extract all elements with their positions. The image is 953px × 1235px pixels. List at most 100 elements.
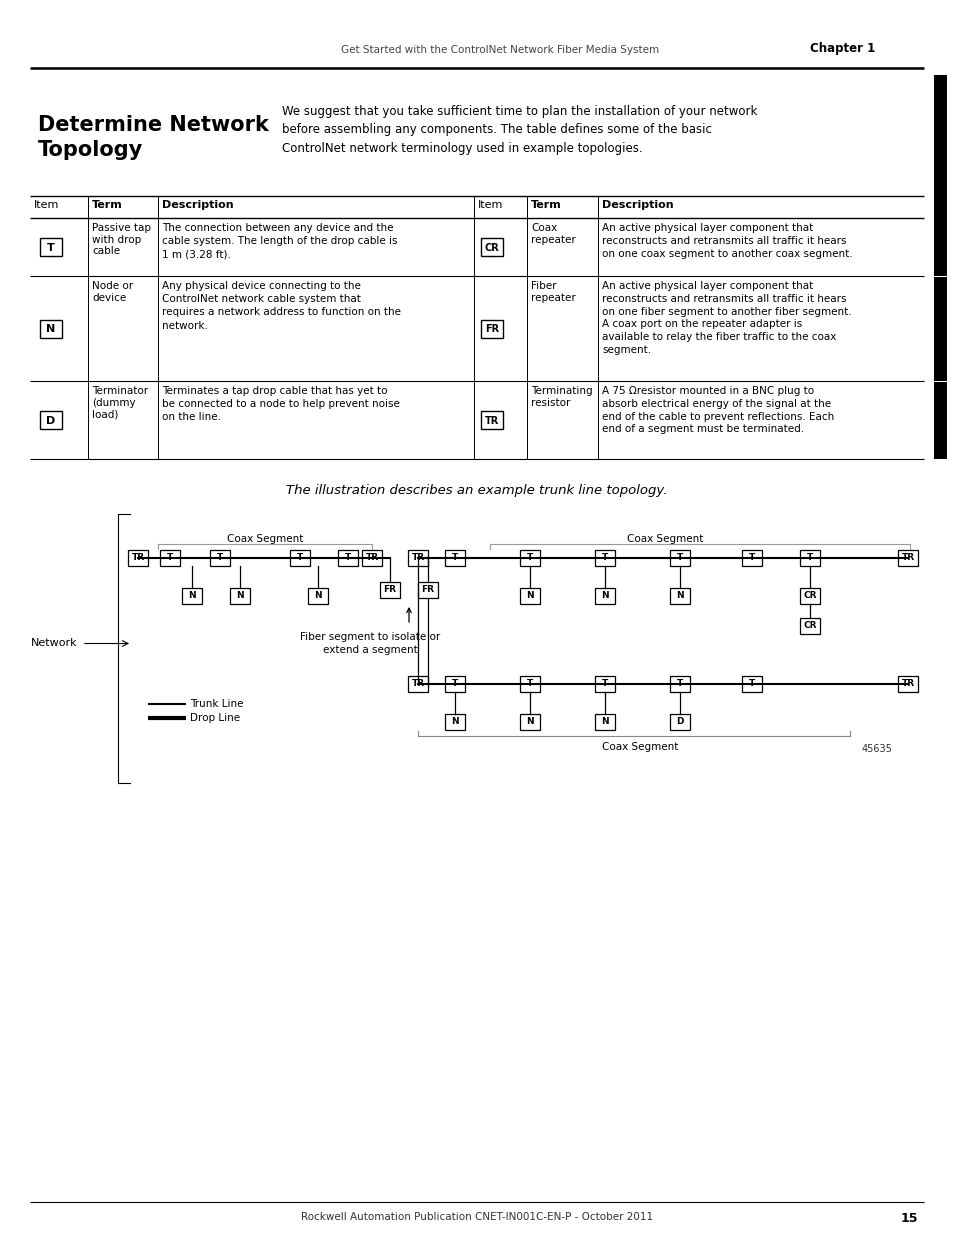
Text: D: D — [47, 416, 55, 426]
Bar — [595, 714, 615, 730]
Text: N: N — [47, 325, 55, 335]
Text: FR: FR — [484, 325, 498, 335]
Text: Item: Item — [34, 200, 59, 210]
Text: Coax Segment: Coax Segment — [601, 742, 678, 752]
Text: N: N — [600, 718, 608, 726]
Bar — [669, 714, 689, 730]
Bar — [595, 550, 615, 566]
Text: Description: Description — [162, 200, 233, 210]
Text: TR: TR — [411, 679, 424, 688]
Bar — [800, 588, 820, 604]
Text: Trunk Line: Trunk Line — [190, 699, 243, 709]
Bar — [40, 411, 62, 429]
Text: TR: TR — [901, 553, 914, 562]
Bar — [210, 550, 230, 566]
Bar — [444, 550, 464, 566]
Text: T: T — [748, 553, 755, 562]
Text: T: T — [748, 679, 755, 688]
Text: D: D — [676, 718, 683, 726]
Bar — [741, 550, 761, 566]
Text: Terminator
(dummy
load): Terminator (dummy load) — [91, 387, 148, 419]
Text: T: T — [452, 679, 457, 688]
Bar — [408, 676, 428, 692]
Bar — [800, 550, 820, 566]
Text: Rockwell Automation Publication CNET-IN001C-EN-P - October 2011: Rockwell Automation Publication CNET-IN0… — [300, 1212, 653, 1221]
Text: Fiber
repeater: Fiber repeater — [531, 282, 576, 303]
Text: Get Started with the ControlNet Network Fiber Media System: Get Started with the ControlNet Network … — [340, 44, 659, 56]
Text: Terminates a tap drop cable that has yet to
be connected to a node to help preve: Terminates a tap drop cable that has yet… — [162, 387, 399, 422]
Text: Drop Line: Drop Line — [190, 713, 240, 722]
Text: T: T — [47, 243, 55, 253]
Text: Topology: Topology — [38, 140, 143, 161]
Text: An active physical layer component that
reconstructs and retransmits all traffic: An active physical layer component that … — [601, 282, 851, 354]
Text: N: N — [451, 718, 458, 726]
Bar — [933, 75, 946, 235]
Text: FR: FR — [383, 585, 396, 594]
Text: T: T — [677, 553, 682, 562]
Bar — [519, 588, 539, 604]
Bar — [480, 411, 502, 429]
Text: Chapter 1: Chapter 1 — [809, 42, 874, 56]
Text: T: T — [296, 553, 303, 562]
Text: CR: CR — [802, 621, 816, 631]
Text: Fiber segment to isolate or
extend a segment: Fiber segment to isolate or extend a seg… — [299, 632, 439, 656]
Bar — [128, 550, 148, 566]
Bar — [160, 550, 180, 566]
Bar — [40, 320, 62, 337]
Text: FR: FR — [421, 585, 434, 594]
Text: N: N — [236, 592, 244, 600]
Text: Term: Term — [91, 200, 123, 210]
Bar — [40, 238, 62, 256]
Text: T: T — [452, 553, 457, 562]
Bar — [741, 676, 761, 692]
Text: The illustration describes an example trunk line topology.: The illustration describes an example tr… — [286, 484, 667, 496]
Text: We suggest that you take sufficient time to plan the installation of your networ: We suggest that you take sufficient time… — [282, 105, 757, 156]
Text: Passive tap
with drop
cable: Passive tap with drop cable — [91, 224, 151, 256]
Text: TR: TR — [132, 553, 145, 562]
Bar — [408, 550, 428, 566]
Text: Network: Network — [31, 638, 78, 648]
Bar — [519, 550, 539, 566]
Bar — [669, 550, 689, 566]
Bar — [444, 714, 464, 730]
Bar — [480, 320, 502, 337]
Text: N: N — [188, 592, 195, 600]
Text: Item: Item — [477, 200, 503, 210]
Text: Description: Description — [601, 200, 673, 210]
Text: TR: TR — [411, 553, 424, 562]
Text: N: N — [676, 592, 683, 600]
Text: TR: TR — [901, 679, 914, 688]
Bar — [519, 676, 539, 692]
Bar — [230, 588, 250, 604]
Text: 15: 15 — [900, 1212, 917, 1225]
Text: A 75 Ωresistor mounted in a BNC plug to
absorb electrical energy of the signal a: A 75 Ωresistor mounted in a BNC plug to … — [601, 387, 833, 435]
Bar — [182, 588, 202, 604]
Bar — [897, 676, 917, 692]
Text: Determine Network: Determine Network — [38, 115, 269, 135]
Bar — [519, 714, 539, 730]
Bar — [595, 676, 615, 692]
Bar — [444, 676, 464, 692]
Text: T: T — [806, 553, 812, 562]
Text: Coax Segment: Coax Segment — [227, 534, 303, 543]
Text: TR: TR — [365, 553, 378, 562]
Bar — [933, 219, 946, 275]
Text: T: T — [345, 553, 351, 562]
Bar — [308, 588, 328, 604]
Bar — [595, 588, 615, 604]
Text: T: T — [216, 553, 223, 562]
Bar — [417, 582, 437, 598]
Text: Terminating
resistor: Terminating resistor — [531, 387, 592, 408]
Bar — [933, 382, 946, 459]
Text: Node or
device: Node or device — [91, 282, 133, 303]
Text: T: T — [677, 679, 682, 688]
Bar — [800, 618, 820, 634]
Text: T: T — [601, 553, 607, 562]
Bar — [480, 238, 502, 256]
Bar — [290, 550, 310, 566]
Bar — [379, 582, 399, 598]
Text: 45635: 45635 — [862, 743, 892, 755]
Text: T: T — [601, 679, 607, 688]
Text: N: N — [314, 592, 321, 600]
Text: Term: Term — [531, 200, 561, 210]
